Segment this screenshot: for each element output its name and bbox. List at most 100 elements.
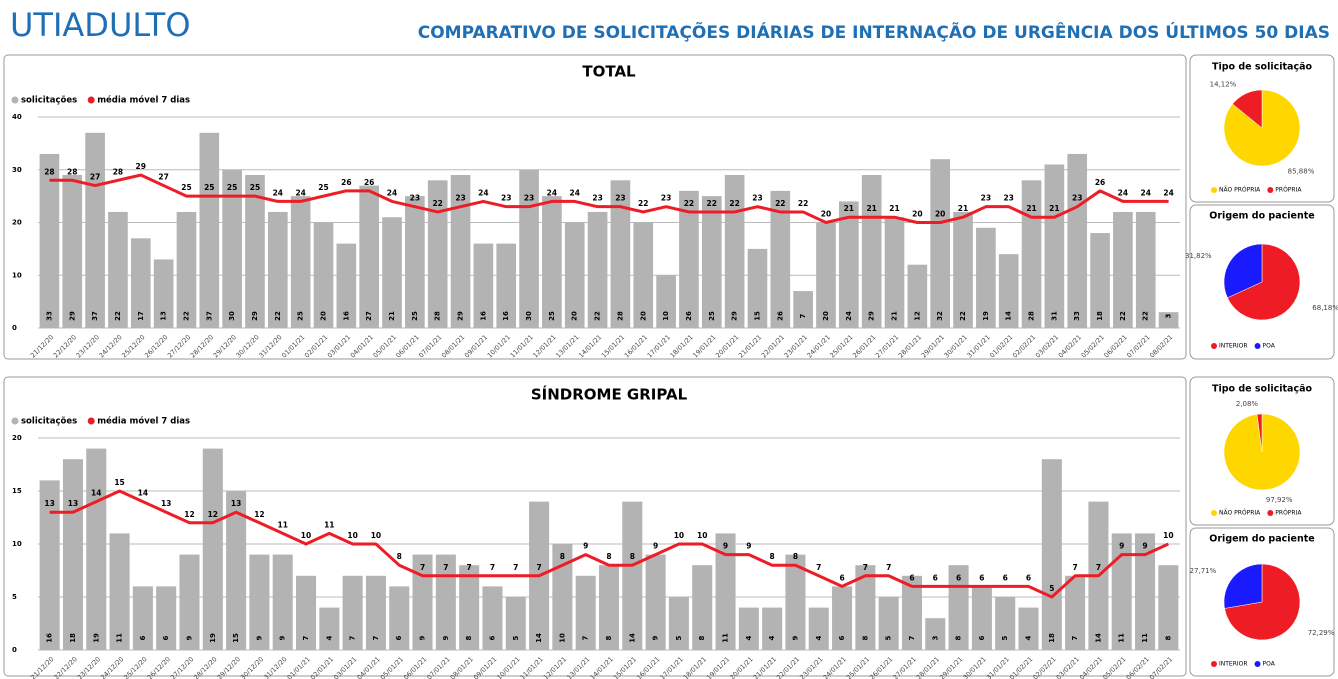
line-label: 25	[227, 183, 237, 192]
bar-label: 29	[457, 311, 465, 321]
bar-label: 37	[205, 311, 213, 321]
line-label: 9	[583, 542, 588, 551]
line-label: 25	[181, 183, 191, 192]
bar-label: 19	[92, 633, 100, 643]
y-tick-label: 0	[12, 646, 17, 654]
line-label: 6	[909, 573, 914, 582]
bar-label: 9	[419, 635, 427, 640]
line-label: 10	[697, 531, 707, 540]
bar	[62, 175, 83, 328]
bar	[108, 211, 128, 328]
bar-label: 5	[885, 635, 893, 640]
line-label: 20	[912, 210, 922, 219]
legend-label: NÃO PRÓPRIA	[1219, 510, 1261, 517]
pie-slice	[1232, 89, 1263, 129]
x-tick-label: 07/02/21	[1125, 333, 1151, 359]
line-label: 29	[136, 162, 146, 171]
line-label: 9	[746, 542, 751, 551]
line-label: 26	[1095, 178, 1105, 187]
x-tick-label: 02/01/21	[303, 333, 329, 359]
x-tick-label: 14/01/21	[577, 333, 603, 359]
legend-label: PRÓPRIA	[1275, 510, 1302, 517]
bar	[359, 185, 380, 328]
line-label: 13	[68, 499, 78, 508]
line-label: 23	[524, 194, 534, 203]
y-tick-label: 5	[12, 593, 17, 601]
bar	[496, 243, 517, 328]
bar-label: 9	[652, 635, 660, 640]
bar	[202, 448, 223, 650]
line-label: 14	[138, 489, 148, 498]
line-label: 25	[250, 183, 260, 192]
bar-label: 14	[1005, 311, 1013, 321]
bar	[109, 533, 130, 650]
x-tick-label: 21/01/21	[737, 333, 763, 359]
legend-marker	[1254, 661, 1261, 667]
bar	[222, 169, 242, 328]
x-tick-label: 16/01/21	[623, 333, 649, 359]
pie-label: 97,92%	[1266, 496, 1293, 504]
bar-label: 31	[1050, 311, 1058, 321]
bar-label: 8	[955, 635, 963, 640]
x-tick-label: 06/01/21	[394, 333, 420, 359]
x-tick-label: 23/12/20	[75, 333, 101, 359]
bar-label: 8	[861, 635, 869, 640]
bar-label: 25	[548, 311, 556, 321]
x-tick-label: 12/01/21	[531, 333, 557, 359]
legend-marker	[1267, 510, 1274, 516]
line-label: 6	[1003, 573, 1008, 582]
line-label: 12	[254, 510, 264, 519]
pie-slice	[1256, 413, 1263, 453]
bar-label: 22	[1119, 311, 1127, 321]
bar	[365, 575, 386, 650]
bar-label: 5	[1001, 635, 1009, 640]
bar-label: 22	[182, 311, 190, 321]
line-label: 8	[397, 552, 402, 561]
legend-label: POA	[1263, 343, 1276, 350]
bar-label: 4	[815, 635, 823, 640]
bar	[832, 586, 853, 650]
bar	[389, 586, 410, 650]
pie-slice	[1223, 243, 1263, 299]
x-tick-label: 30/12/20	[235, 333, 261, 359]
bar	[1090, 233, 1110, 328]
line-label: 23	[661, 194, 671, 203]
line-label: 28	[67, 167, 77, 176]
bar-label: 15	[753, 311, 761, 321]
x-tick-label: 31/12/20	[257, 333, 283, 359]
line-label: 10	[371, 531, 381, 540]
bar	[901, 575, 923, 650]
bar	[715, 533, 736, 650]
chart-title: SÍNDROME GRIPAL	[531, 385, 688, 404]
bar-label: 20	[571, 311, 579, 321]
line-label: 9	[1142, 542, 1147, 551]
pie-label: 85,88%	[1288, 167, 1315, 175]
bar	[1021, 180, 1042, 328]
panel	[1189, 54, 1335, 203]
y-tick-label: 15	[12, 487, 22, 495]
bar	[995, 597, 1016, 650]
line-label: 11	[324, 520, 334, 529]
line-label: 9	[653, 542, 658, 551]
bar	[156, 586, 177, 650]
x-tick-label: 05/01/21	[372, 333, 398, 359]
line-label: 7	[420, 563, 425, 572]
bar	[976, 227, 996, 328]
bar	[668, 597, 689, 650]
bar	[747, 248, 768, 328]
legend-marker	[1267, 187, 1274, 193]
line-label: 7	[467, 563, 472, 572]
bar	[907, 264, 928, 328]
line-label: 22	[798, 199, 808, 208]
bar-label: 7	[799, 313, 807, 318]
bar-label: 17	[137, 311, 145, 321]
pie-slice	[1223, 413, 1301, 491]
line-label: 23	[615, 194, 625, 203]
bar-label: 11	[722, 633, 730, 643]
bar-label: 6	[488, 635, 496, 640]
line-label: 7	[816, 563, 821, 572]
line-label: 6	[933, 573, 938, 582]
legend-label: média móvel 7 dias	[97, 95, 190, 106]
line-label: 24	[295, 188, 305, 197]
x-tick-label: 31/01/21	[965, 333, 991, 359]
